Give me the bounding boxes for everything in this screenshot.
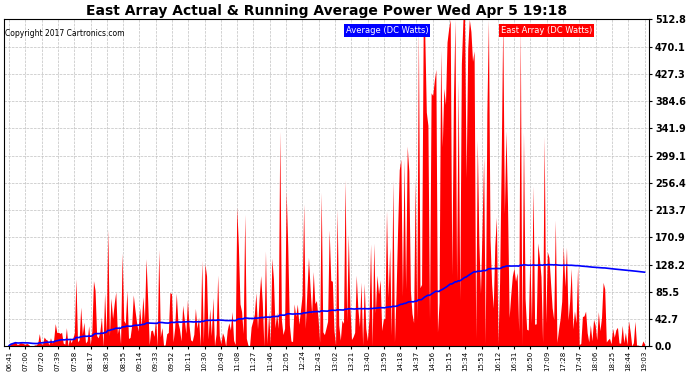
Text: East Array (DC Watts): East Array (DC Watts) <box>501 26 592 35</box>
Text: Average (DC Watts): Average (DC Watts) <box>346 26 428 35</box>
Text: Copyright 2017 Cartronics.com: Copyright 2017 Cartronics.com <box>5 29 124 38</box>
Title: East Array Actual & Running Average Power Wed Apr 5 19:18: East Array Actual & Running Average Powe… <box>86 4 567 18</box>
